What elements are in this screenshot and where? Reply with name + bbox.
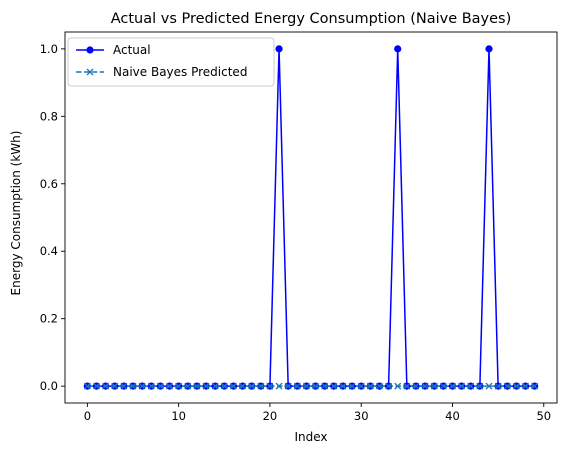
series-line-0 [87,48,535,387]
series-1-point [458,382,466,390]
series-1-point [421,382,429,390]
series-1-point [312,382,320,390]
series-1-point [494,382,502,390]
legend-item-1: Naive Bayes Predicted [76,65,247,79]
chart-title: Actual vs Predicted Energy Consumption (… [111,11,512,27]
series-1-point [348,382,356,390]
series-1-point [111,382,119,390]
series-1-point [120,382,128,390]
y-tick-label: 1.0 [40,42,58,56]
series-0-point [485,45,493,53]
series-1-point [275,382,283,390]
series-1-point [257,382,265,390]
series-1-point [476,382,484,390]
series-1-point [147,382,155,390]
series-1-point [229,382,237,390]
series-1-point [467,382,475,390]
series-1-point [93,382,100,390]
series-0-point [394,45,402,53]
legend-marker [86,68,94,76]
series-1-point [102,382,110,390]
series-1-point [394,382,402,390]
series-1-point [512,382,520,390]
series-1-point [385,382,393,390]
series-1-point [449,382,456,390]
series-1-point [430,382,438,390]
series-1-point [503,382,511,390]
plot-area [83,45,539,390]
series-1-point [412,382,420,390]
series-1-point [138,382,146,390]
series-1-point [284,382,292,390]
series-1-point [376,382,383,390]
x-tick-label: 20 [263,409,278,423]
series-1-point [193,382,201,390]
legend-box [67,37,275,87]
y-tick-label: 0.8 [40,109,58,123]
y-tick-label: 0.4 [40,244,58,258]
series-1-point [330,382,338,390]
series-1-point [239,382,246,390]
series-1-point [166,382,173,390]
x-tick-label: 0 [84,409,91,423]
series-1-point [175,382,183,390]
series-1-point [266,382,274,390]
series-1-point [357,382,365,390]
series-1-point [293,382,301,390]
x-tick-label: 10 [171,409,186,423]
series-1-point [202,382,210,390]
x-tick-label: 40 [445,409,460,423]
series-1-point [403,382,411,390]
series-1-point [248,382,256,390]
series-1-point [302,382,310,390]
axes: 0 10 20 30 40 50 0.0 0.2 0.4 0.6 0.8 1.0 [40,31,558,423]
series-1-point [366,382,374,390]
plot-frame [64,31,558,404]
y-tick-label: 0.2 [40,312,58,326]
series-1-point [485,382,493,390]
legend-marker [86,46,94,54]
series-1-point [83,382,91,390]
series-1-point [156,382,164,390]
series-1-point [321,382,329,390]
series-1-point [220,382,228,390]
series-1-point [339,382,347,390]
series-1-point [522,382,529,390]
x-axis-label: Index [294,430,327,444]
legend-item-0: Actual [76,43,151,57]
series-1-point [439,382,447,390]
series-1-point [211,382,219,390]
legend: Actual Naive Bayes Predicted [67,37,275,87]
y-tick-label: 0.6 [40,177,58,191]
legend-label: Naive Bayes Predicted [113,65,247,79]
y-tick-label: 0.0 [40,379,58,393]
legend-label: Actual [113,43,151,57]
y-axis-label: Energy Consumption (kWh) [9,131,23,296]
series-1-point [531,382,539,390]
series-1-point [184,382,192,390]
x-tick-label: 50 [536,409,551,423]
x-tick-label: 30 [354,409,369,423]
series-1-point [129,382,137,390]
series-0-point [275,45,283,53]
